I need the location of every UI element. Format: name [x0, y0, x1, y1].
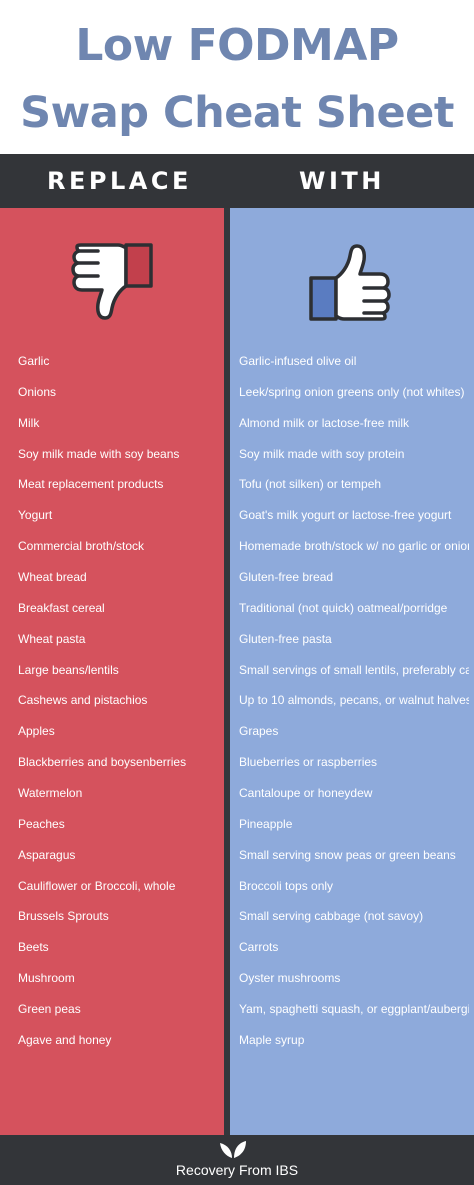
- replace-list-item: Mushroom: [18, 971, 75, 986]
- thumbs-down-icon: [68, 242, 158, 322]
- title-area: Low FODMAP Swap Cheat Sheet: [0, 0, 474, 154]
- page-title-line-2: Swap Cheat Sheet: [20, 88, 454, 138]
- replace-list-item: Asparagus: [18, 847, 76, 862]
- replace-list-item: Onions: [18, 384, 57, 399]
- replace-list-item: Wheat bread: [18, 570, 87, 585]
- with-list-item: Soy milk made with soy protein: [239, 446, 405, 461]
- replace-list-item: Brussels Sprouts: [18, 909, 109, 924]
- replace-header: REPLACE: [47, 167, 192, 195]
- with-list-item: Broccoli tops only: [239, 878, 334, 893]
- replace-list-item: Watermelon: [18, 786, 83, 801]
- replace-list-item: Green peas: [18, 1002, 81, 1017]
- with-list-item: Traditional (not quick) oatmeal/porridge: [239, 600, 448, 615]
- replace-list-item: Blackberries and boysenberries: [18, 755, 187, 770]
- column-divider: [224, 208, 230, 1135]
- with-column: [230, 208, 474, 1135]
- column-header-bar: REPLACE WITH: [0, 154, 474, 208]
- with-header: WITH: [299, 167, 385, 195]
- with-list-item: Carrots: [239, 940, 279, 955]
- with-list-item: Pineapple: [239, 816, 293, 831]
- with-list-item: Leek/spring onion greens only (not white…: [239, 384, 465, 399]
- replace-column: [0, 208, 224, 1135]
- with-list-item: Almond milk or lactose-free milk: [239, 415, 410, 430]
- replace-list-item: Apples: [18, 724, 55, 739]
- with-list-item: Maple syrup: [239, 1032, 305, 1047]
- with-list-item: Blueberries or raspberries: [239, 755, 378, 770]
- replace-list-item: Agave and honey: [18, 1032, 112, 1047]
- replace-list-item: Commercial broth/stock: [18, 539, 145, 554]
- replace-list-item: Cashews and pistachios: [18, 693, 148, 708]
- replace-list-item: Meat replacement products: [18, 477, 164, 492]
- replace-list-item: Soy milk made with soy beans: [18, 446, 180, 461]
- with-list-item: Tofu (not silken) or tempeh: [239, 477, 382, 492]
- with-list-item: Small serving snow peas or green beans: [239, 847, 456, 862]
- replace-list-item: Wheat pasta: [18, 631, 86, 646]
- thumbs-up-icon: [306, 242, 396, 322]
- with-list-item: Small serving cabbage (not savoy): [239, 909, 424, 924]
- with-list-item: Homemade broth/stock w/ no garlic or oni…: [239, 539, 469, 554]
- with-list-item: Goat's milk yogurt or lactose-free yogur…: [239, 508, 452, 523]
- with-list-item: Cantaloupe or honeydew: [239, 786, 373, 801]
- with-list-item: Gluten-free bread: [239, 570, 334, 585]
- replace-list-item: Beets: [18, 940, 49, 955]
- replace-list-item: Milk: [18, 415, 40, 430]
- footer-bar: Recovery From IBS: [0, 1135, 474, 1185]
- leaf-sprout-icon: [218, 1139, 248, 1159]
- replace-list-item: Breakfast cereal: [18, 600, 105, 615]
- with-list: Garlic-infused olive oil Leek/spring onio…: [239, 349, 469, 1059]
- with-list-item: Up to 10 almonds, pecans, or walnut halv…: [239, 693, 469, 708]
- with-list-item: Grapes: [239, 724, 279, 739]
- with-list-item: Oyster mushrooms: [239, 971, 341, 986]
- replace-list-item: Yogurt: [18, 508, 53, 523]
- with-list-item: Small servings of small lentils, prefera…: [239, 662, 469, 677]
- replace-list-item: Garlic: [18, 354, 50, 368]
- replace-list-item: Large beans/lentils: [18, 662, 119, 677]
- replace-list-item: Cauliflower or Broccoli, whole: [18, 878, 176, 893]
- with-list-item: Yam, spaghetti squash, or eggplant/auber…: [239, 1002, 469, 1017]
- with-list-item: Gluten-free pasta: [239, 631, 332, 646]
- page-title-line-1: Low FODMAP: [75, 20, 399, 71]
- replace-list: Garlic Onions Milk Soy milk made with soy b…: [18, 349, 218, 1059]
- with-list-item: Garlic-infused olive oil: [239, 354, 357, 368]
- footer-brand-text: Recovery From IBS: [175, 1162, 299, 1178]
- replace-list-item: Peaches: [18, 816, 65, 831]
